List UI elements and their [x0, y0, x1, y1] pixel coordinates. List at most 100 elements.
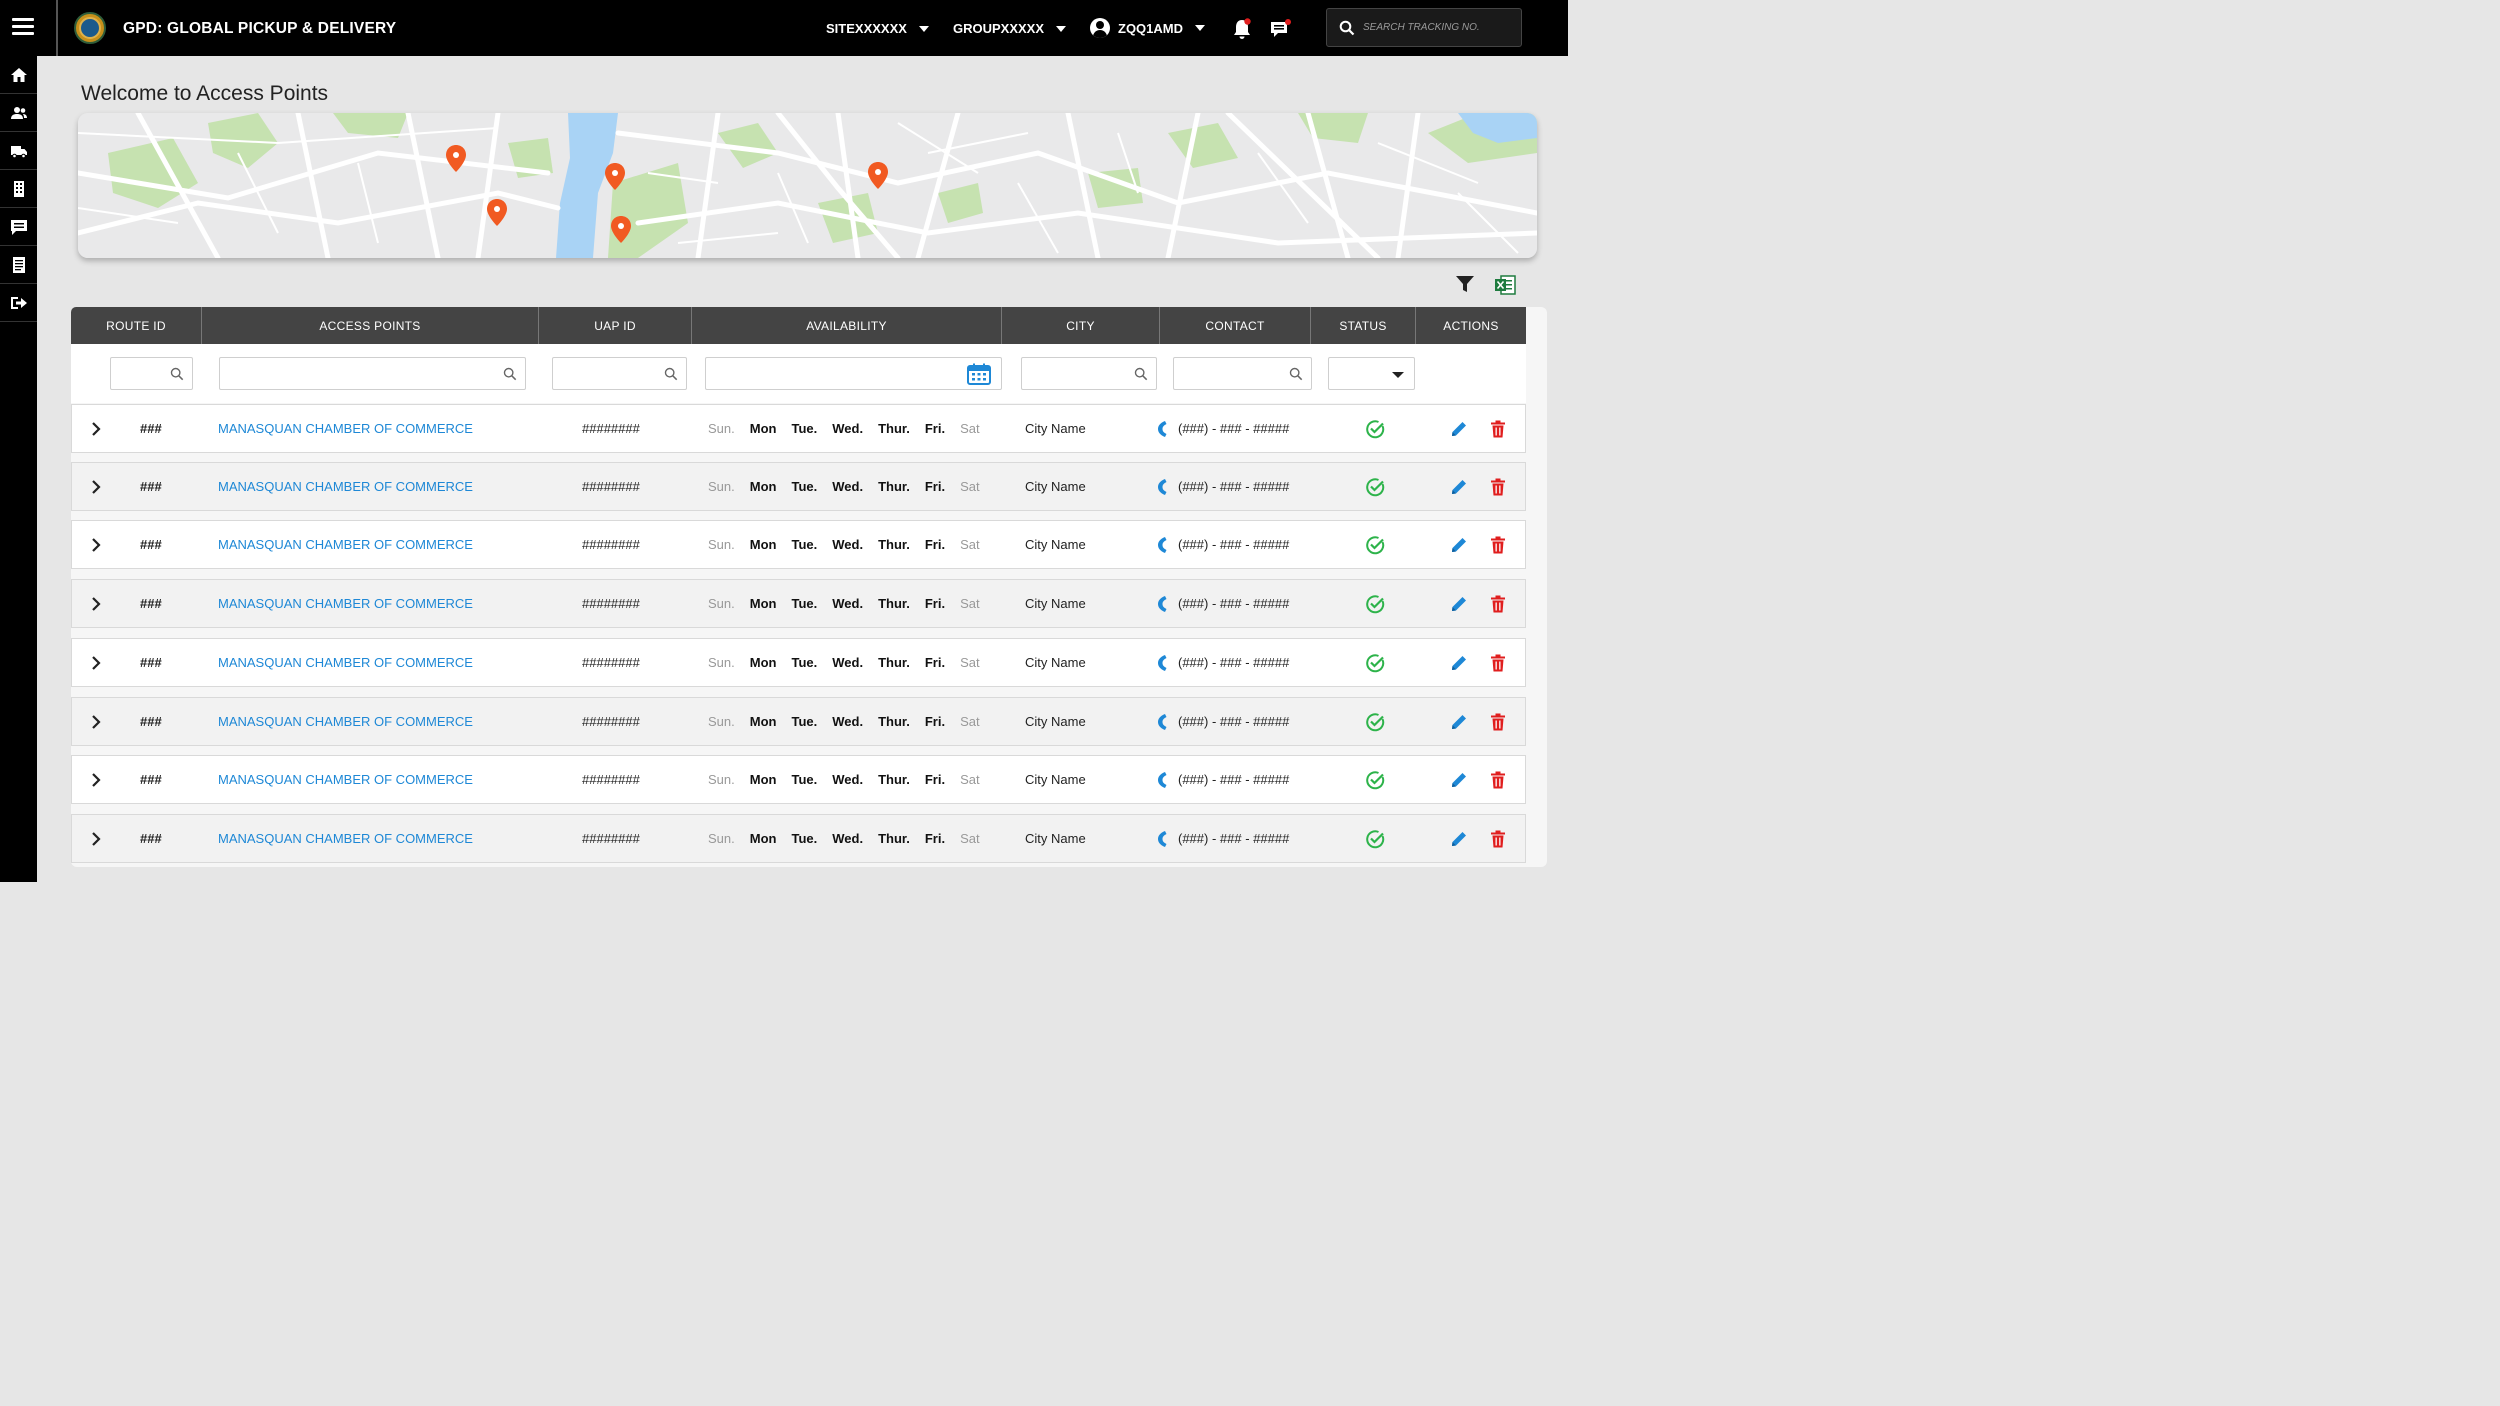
- uap-id-filter[interactable]: [552, 357, 687, 390]
- contact-phone[interactable]: (###) - ### - #####: [1156, 639, 1289, 686]
- access-point-link[interactable]: MANASQUAN CHAMBER OF COMMERCE: [218, 831, 473, 846]
- edit-button[interactable]: [1450, 463, 1468, 510]
- map-canvas: [78, 113, 1537, 258]
- message-icon: [10, 219, 27, 235]
- column-header[interactable]: CITY: [1002, 307, 1160, 344]
- edit-button[interactable]: [1450, 698, 1468, 745]
- site-dropdown[interactable]: SITEXXXXXX: [826, 21, 929, 36]
- excel-export-icon[interactable]: [1494, 274, 1516, 296]
- day-label: Wed.: [832, 655, 864, 670]
- column-header[interactable]: ACTIONS: [1443, 318, 1499, 333]
- day-label: Sat: [960, 655, 980, 670]
- access-point-link[interactable]: MANASQUAN CHAMBER OF COMMERCE: [218, 772, 473, 787]
- edit-button[interactable]: [1450, 580, 1468, 627]
- edit-button[interactable]: [1450, 521, 1468, 568]
- uap-id: ########: [582, 714, 640, 729]
- delete-button[interactable]: [1490, 756, 1506, 803]
- bell-icon[interactable]: [1232, 18, 1252, 40]
- sidebar-item-delivery[interactable]: [0, 132, 37, 170]
- column-header[interactable]: ROUTE ID: [71, 307, 202, 344]
- table-row[interactable]: ### MANASQUAN CHAMBER OF COMMERCE ########…: [71, 462, 1526, 511]
- contact-filter[interactable]: [1173, 357, 1312, 390]
- edit-button[interactable]: [1450, 405, 1468, 452]
- expand-row-button[interactable]: [90, 756, 104, 803]
- calendar-icon[interactable]: [967, 363, 991, 385]
- phone-icon: [1158, 713, 1167, 730]
- table-row[interactable]: ### MANASQUAN CHAMBER OF COMMERCE ########…: [71, 579, 1526, 628]
- expand-row-button[interactable]: [90, 639, 104, 686]
- column-header[interactable]: CONTACT: [1160, 307, 1311, 344]
- city-filter[interactable]: [1021, 357, 1157, 390]
- sidebar-item-home[interactable]: [0, 56, 37, 94]
- contact-phone[interactable]: (###) - ### - #####: [1156, 463, 1289, 510]
- access-point-link[interactable]: MANASQUAN CHAMBER OF COMMERCE: [218, 596, 473, 611]
- contact-phone[interactable]: (###) - ### - #####: [1156, 521, 1289, 568]
- access-points-filter[interactable]: [219, 357, 526, 390]
- status-filter-select[interactable]: [1328, 357, 1415, 390]
- route-id-filter[interactable]: [110, 357, 193, 390]
- access-point-link[interactable]: MANASQUAN CHAMBER OF COMMERCE: [218, 421, 473, 436]
- contact-phone[interactable]: (###) - ### - #####: [1156, 405, 1289, 452]
- delete-button[interactable]: [1490, 815, 1506, 862]
- expand-row-button[interactable]: [90, 405, 104, 452]
- table-row[interactable]: ### MANASQUAN CHAMBER OF COMMERCE ########…: [71, 520, 1526, 569]
- access-point-link[interactable]: MANASQUAN CHAMBER OF COMMERCE: [218, 479, 473, 494]
- column-header[interactable]: AVAILABILITY: [692, 307, 1002, 344]
- table-row[interactable]: ### MANASQUAN CHAMBER OF COMMERCE ########…: [71, 697, 1526, 746]
- table-row[interactable]: ### MANASQUAN CHAMBER OF COMMERCE ########…: [71, 404, 1526, 453]
- chat-icon[interactable]: [1270, 19, 1292, 39]
- delete-button[interactable]: [1490, 463, 1506, 510]
- expand-row-button[interactable]: [90, 815, 104, 862]
- day-label: Sun.: [708, 421, 735, 436]
- uap-id: ########: [582, 479, 640, 494]
- delete-button[interactable]: [1490, 639, 1506, 686]
- edit-button[interactable]: [1450, 756, 1468, 803]
- sidebar-item-buildings[interactable]: [0, 170, 37, 208]
- contact-phone[interactable]: (###) - ### - #####: [1156, 698, 1289, 745]
- uap-id: ########: [582, 831, 640, 846]
- city-name: City Name: [1025, 714, 1086, 729]
- access-point-link[interactable]: MANASQUAN CHAMBER OF COMMERCE: [218, 714, 473, 729]
- table-row[interactable]: ### MANASQUAN CHAMBER OF COMMERCE ########…: [71, 814, 1526, 863]
- table-row[interactable]: ### MANASQUAN CHAMBER OF COMMERCE ########…: [71, 755, 1526, 804]
- access-point-link[interactable]: MANASQUAN CHAMBER OF COMMERCE: [218, 655, 473, 670]
- expand-row-button[interactable]: [90, 521, 104, 568]
- edit-button[interactable]: [1450, 815, 1468, 862]
- column-header[interactable]: ACCESS POINTS: [202, 307, 539, 344]
- expand-row-button[interactable]: [90, 698, 104, 745]
- delete-button[interactable]: [1490, 580, 1506, 627]
- expand-row-button[interactable]: [90, 580, 104, 627]
- contact-number: (###) - ### - #####: [1178, 655, 1290, 670]
- delete-button[interactable]: [1490, 405, 1506, 452]
- city-name: City Name: [1025, 479, 1086, 494]
- contact-phone[interactable]: (###) - ### - #####: [1156, 580, 1289, 627]
- contact-phone[interactable]: (###) - ### - #####: [1156, 815, 1289, 862]
- city-name: City Name: [1025, 537, 1086, 552]
- home-icon: [10, 67, 27, 82]
- menu-icon[interactable]: [12, 18, 34, 36]
- search-input[interactable]: [1363, 22, 1513, 33]
- expand-row-button[interactable]: [90, 463, 104, 510]
- table-row[interactable]: ### MANASQUAN CHAMBER OF COMMERCE ########…: [71, 638, 1526, 687]
- user-dropdown[interactable]: ZQQ1AMD: [1090, 18, 1205, 38]
- access-points-map[interactable]: [78, 113, 1537, 258]
- column-header[interactable]: UAP ID: [539, 307, 692, 344]
- access-point-link[interactable]: MANASQUAN CHAMBER OF COMMERCE: [218, 537, 473, 552]
- route-id: ###: [140, 772, 162, 787]
- sidebar-item-messages[interactable]: [0, 208, 37, 246]
- tracking-search[interactable]: [1326, 8, 1522, 47]
- contact-phone[interactable]: (###) - ### - #####: [1156, 756, 1289, 803]
- group-dropdown[interactable]: GROUPXXXXX: [953, 21, 1067, 36]
- sidebar-item-users[interactable]: [0, 94, 37, 132]
- pencil-icon: [1452, 421, 1466, 436]
- sidebar: [0, 56, 37, 882]
- edit-button[interactable]: [1450, 639, 1468, 686]
- check-circle-icon: [1366, 419, 1385, 438]
- delete-button[interactable]: [1490, 698, 1506, 745]
- delete-button[interactable]: [1490, 521, 1506, 568]
- filter-icon[interactable]: [1455, 274, 1475, 294]
- column-header[interactable]: STATUS: [1311, 307, 1416, 344]
- sidebar-item-documents[interactable]: [0, 246, 37, 284]
- sidebar-item-logout[interactable]: [0, 284, 37, 322]
- availability-filter[interactable]: [705, 357, 1002, 390]
